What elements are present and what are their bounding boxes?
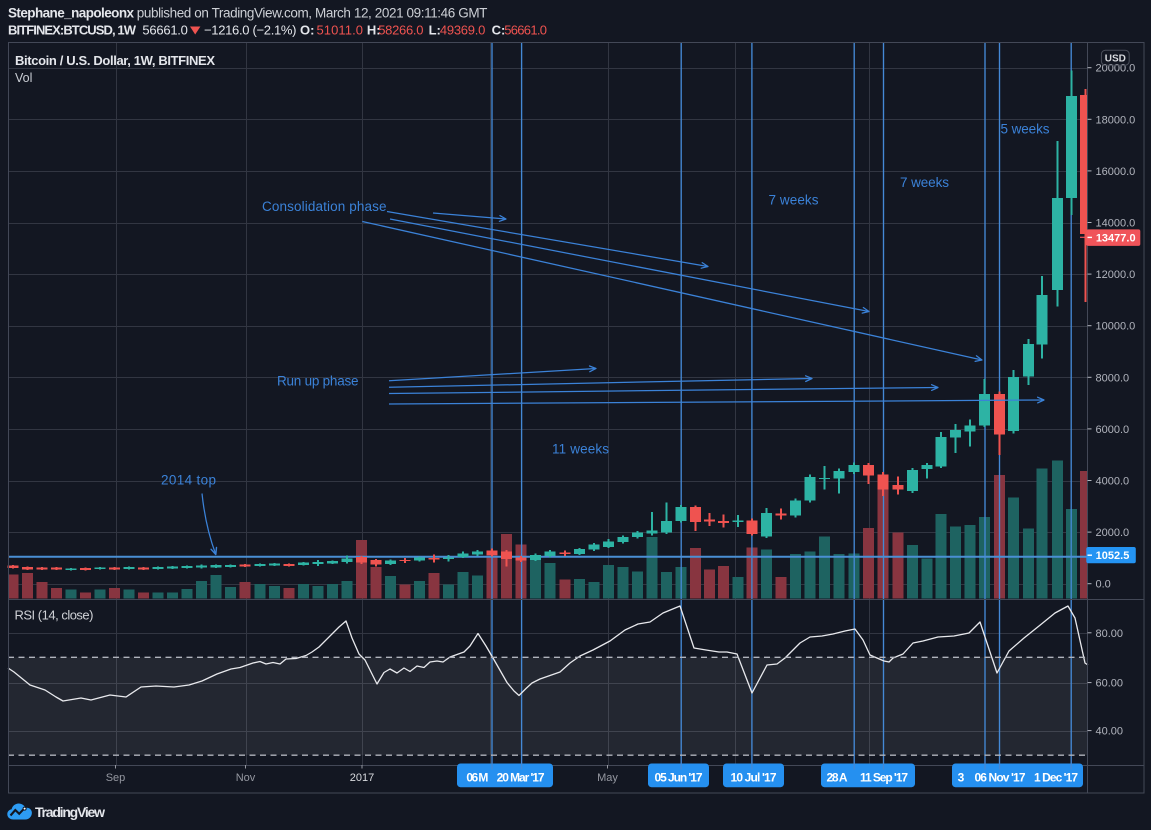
svg-text:Sep: Sep bbox=[106, 772, 126, 784]
svg-text:56661.0: 56661.0 bbox=[504, 23, 547, 38]
svg-text:USD: USD bbox=[1105, 53, 1126, 64]
svg-text:4000.0: 4000.0 bbox=[1096, 476, 1130, 488]
svg-text:13477.0: 13477.0 bbox=[1096, 233, 1136, 245]
svg-text:L:: L: bbox=[429, 23, 441, 38]
svg-text:7 weeks: 7 weeks bbox=[900, 175, 949, 190]
svg-text:80.00: 80.00 bbox=[1096, 628, 1124, 640]
svg-text:05 Jun '17: 05 Jun '17 bbox=[655, 771, 703, 785]
svg-text:Vol: Vol bbox=[15, 71, 32, 85]
svg-text:Stephane_napoleonx published o: Stephane_napoleonx published on TradingV… bbox=[8, 6, 487, 21]
svg-text:14000.0: 14000.0 bbox=[1096, 218, 1136, 230]
svg-text:−1216.0 (−2.1%): −1216.0 (−2.1%) bbox=[204, 23, 297, 38]
svg-text:06 Nov '17: 06 Nov '17 bbox=[975, 771, 1026, 785]
svg-text:5 weeks: 5 weeks bbox=[1001, 122, 1050, 137]
svg-text:58266.0: 58266.0 bbox=[378, 23, 423, 38]
svg-text:11 Sep '17: 11 Sep '17 bbox=[860, 771, 908, 785]
svg-text:Nov: Nov bbox=[236, 772, 256, 784]
svg-text:20 Mar '17: 20 Mar '17 bbox=[497, 771, 545, 785]
svg-text:C:: C: bbox=[492, 23, 506, 38]
svg-text:RSI (14, close): RSI (14, close) bbox=[15, 608, 94, 623]
svg-text:1 Dec '17: 1 Dec '17 bbox=[1034, 771, 1078, 785]
svg-text:Consolidation phase: Consolidation phase bbox=[262, 199, 387, 214]
svg-text:16000.0: 16000.0 bbox=[1096, 166, 1136, 178]
svg-text:TradingView: TradingView bbox=[35, 804, 105, 820]
svg-text:Run up phase: Run up phase bbox=[277, 374, 359, 389]
svg-text:12000.0: 12000.0 bbox=[1096, 269, 1136, 281]
svg-text:40.00: 40.00 bbox=[1096, 726, 1124, 738]
svg-text:11 weeks: 11 weeks bbox=[552, 442, 609, 457]
svg-text:28 A: 28 A bbox=[827, 771, 848, 785]
svg-text:H:: H: bbox=[367, 23, 381, 38]
svg-text:10000.0: 10000.0 bbox=[1096, 321, 1136, 333]
svg-text:May: May bbox=[597, 772, 618, 784]
svg-text:06 M: 06 M bbox=[466, 771, 488, 785]
svg-text:0.0: 0.0 bbox=[1096, 579, 1111, 591]
svg-text:18000.0: 18000.0 bbox=[1096, 114, 1136, 126]
svg-text:60.00: 60.00 bbox=[1096, 678, 1124, 690]
svg-text:8000.0: 8000.0 bbox=[1096, 372, 1130, 384]
svg-text:20000.0: 20000.0 bbox=[1096, 63, 1136, 75]
svg-text:10 Jul '17: 10 Jul '17 bbox=[731, 771, 777, 785]
svg-text:2017: 2017 bbox=[350, 772, 374, 784]
svg-text:Bitcoin / U.S. Dollar, 1W, BIT: Bitcoin / U.S. Dollar, 1W, BITFINEX bbox=[15, 53, 215, 68]
svg-text:O:: O: bbox=[300, 23, 314, 38]
svg-text:56661.0: 56661.0 bbox=[142, 23, 188, 38]
svg-text:2014 top: 2014 top bbox=[161, 473, 216, 488]
svg-text:1052.5: 1052.5 bbox=[1096, 550, 1130, 562]
svg-text:2000.0: 2000.0 bbox=[1096, 527, 1130, 539]
svg-text:51011.0: 51011.0 bbox=[317, 23, 364, 38]
svg-text:6000.0: 6000.0 bbox=[1096, 424, 1130, 436]
svg-text:7 weeks: 7 weeks bbox=[769, 193, 819, 208]
svg-text:49369.0: 49369.0 bbox=[440, 23, 485, 38]
svg-text:BITFINEX:BTCUSD, 1W: BITFINEX:BTCUSD, 1W bbox=[8, 23, 137, 38]
svg-text:3: 3 bbox=[958, 771, 965, 785]
